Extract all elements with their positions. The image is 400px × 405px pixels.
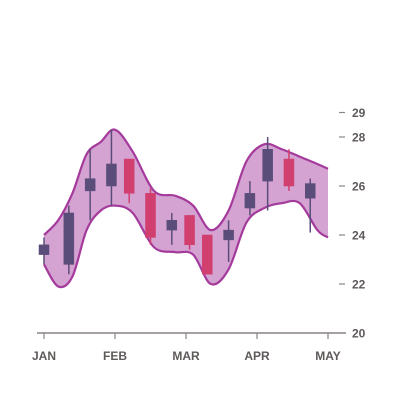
x-tick-label: FEB <box>103 349 127 363</box>
candle-body <box>38 244 50 255</box>
candle-5 <box>123 158 135 204</box>
candle-2 <box>63 205 75 275</box>
candle-body <box>145 193 156 238</box>
y-tick-label: 26 <box>352 180 366 194</box>
x-tick-label: MAR <box>172 349 200 363</box>
candle-3 <box>84 149 96 221</box>
candle-body <box>262 149 273 182</box>
candle-body <box>166 220 178 231</box>
x-tick-label: MAY <box>315 349 341 363</box>
x-tick-label: APR <box>244 349 270 363</box>
candle-body <box>223 229 234 241</box>
candle-1 <box>38 237 50 265</box>
y-tick-label: 24 <box>352 229 366 243</box>
y-tick-label: 20 <box>352 327 366 341</box>
candle-body <box>63 212 75 265</box>
candle-4 <box>106 129 117 206</box>
axis-layer: JAN FEB MAR APR MAY 20 22 24 26 28 29 <box>32 106 366 363</box>
band-lower-line <box>43 199 329 289</box>
candle-6 <box>145 188 156 245</box>
y-tick-label: 29 <box>352 106 366 120</box>
candle-body <box>305 183 316 199</box>
candle-body <box>202 234 213 275</box>
candle-7 <box>166 212 178 245</box>
band-upper-line <box>43 128 329 236</box>
candle-body <box>123 158 135 194</box>
candle-11 <box>244 181 256 216</box>
candle-body <box>283 158 295 187</box>
candle-14 <box>305 178 316 233</box>
band-layer <box>43 128 329 289</box>
y-tick-label: 22 <box>352 278 366 292</box>
y-tick-label: 28 <box>352 131 366 145</box>
candle-body <box>84 178 96 192</box>
candle-12 <box>262 137 273 211</box>
candle-9 <box>202 234 213 275</box>
x-tick-label: JAN <box>32 349 56 363</box>
candle-10 <box>223 220 234 262</box>
candle-13 <box>283 149 295 191</box>
candle-layer <box>38 129 316 275</box>
candle-body <box>244 193 256 209</box>
candle-body <box>184 215 195 246</box>
candle-body <box>106 163 117 187</box>
candle-8 <box>184 215 195 250</box>
